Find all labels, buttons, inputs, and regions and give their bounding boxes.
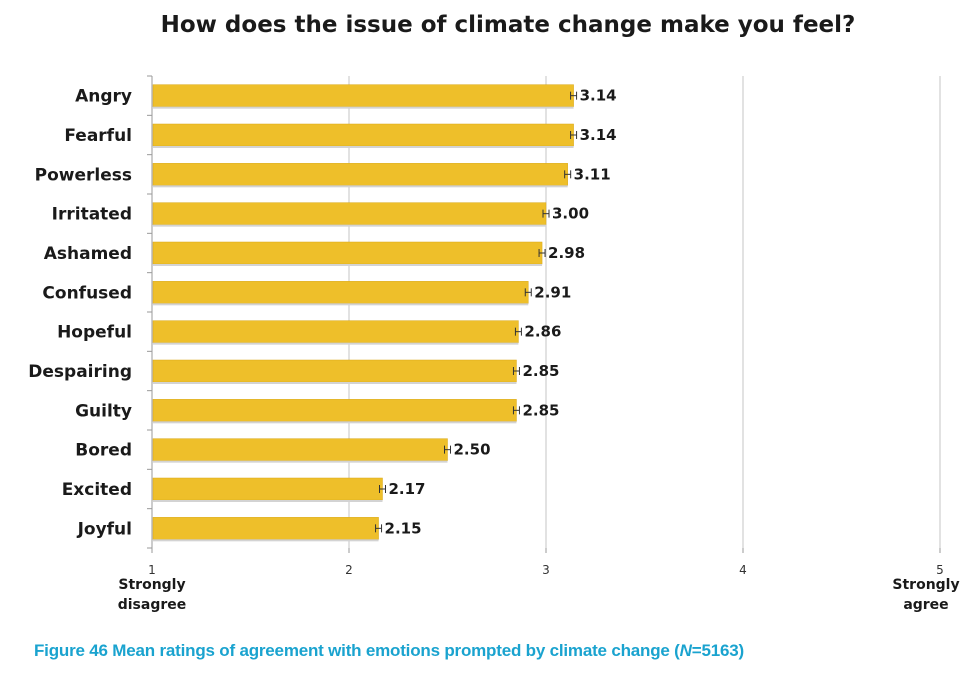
- chart-title: How does the issue of climate change mak…: [160, 12, 856, 38]
- error-bar: [512, 367, 520, 375]
- category-label: Irritated: [52, 205, 132, 225]
- x-tick-label: 5: [936, 563, 944, 577]
- bar-shadow: [153, 500, 383, 502]
- bar-shadow: [153, 342, 519, 345]
- figure-caption: Figure 46 Mean ratings of agreement with…: [34, 641, 744, 661]
- label-layer: 3.14 Angry 3.14 Fearful 3.11 Powerless 3.00 Irr…: [28, 87, 616, 540]
- value-label: 2.17: [388, 480, 425, 498]
- bar: [152, 163, 568, 186]
- error-bar: [538, 249, 546, 257]
- bar: [152, 241, 543, 265]
- bar: [152, 84, 574, 107]
- value-label: 2.86: [524, 323, 561, 341]
- bar: [152, 399, 517, 422]
- error-bar: [564, 170, 572, 179]
- error-bar: [375, 524, 383, 533]
- bar-shadow: [153, 382, 517, 384]
- bar: [152, 123, 574, 147]
- category-label: Guilty: [75, 401, 132, 421]
- error-bar: [378, 485, 386, 493]
- category-label: Joyful: [77, 519, 132, 539]
- value-label: 2.85: [522, 401, 559, 419]
- bar: [152, 517, 379, 540]
- category-label: Confused: [42, 283, 132, 303]
- bar: [152, 320, 519, 343]
- category-label: Bored: [75, 441, 132, 461]
- bar: [152, 281, 529, 304]
- category-label: Powerless: [35, 165, 132, 185]
- category-label: Excited: [62, 480, 132, 500]
- bar-shadow: [153, 106, 574, 109]
- error-bar: [514, 327, 522, 336]
- bar: [152, 477, 383, 501]
- bar-shadow: [153, 421, 517, 424]
- error-bar: [542, 209, 550, 218]
- category-label: Angry: [75, 87, 132, 107]
- x-tick-label: 4: [739, 563, 747, 577]
- category-label: Fearful: [64, 126, 132, 146]
- value-label: 3.14: [580, 87, 617, 105]
- error-bar: [570, 91, 578, 100]
- bar-shadow: [153, 303, 529, 306]
- value-label: 2.15: [385, 519, 422, 537]
- bar-shadow: [153, 460, 448, 463]
- bar-shadow: [153, 539, 379, 542]
- x-tick-label: 3: [542, 563, 550, 577]
- error-bar: [570, 131, 578, 139]
- category-label: Despairing: [28, 362, 132, 382]
- x-anchor-label-right: agree: [903, 597, 948, 613]
- bar-shadow: [153, 185, 568, 188]
- value-label: 2.85: [522, 362, 559, 380]
- bar: [152, 359, 517, 383]
- bar: [152, 438, 448, 461]
- value-label: 2.91: [534, 283, 571, 301]
- bar-shadow: [153, 224, 546, 227]
- category-label: Hopeful: [57, 323, 132, 343]
- x-tick-label: 2: [345, 563, 353, 577]
- error-bar: [512, 406, 520, 415]
- bar-shadow: [153, 264, 543, 266]
- x-anchor-label-left: Strongly: [118, 577, 185, 593]
- x-anchor-label-right: Strongly: [892, 577, 959, 593]
- x-anchor-label-left: disagree: [118, 597, 187, 613]
- x-tick-label: 1: [148, 563, 156, 577]
- value-label: 3.00: [552, 205, 589, 223]
- error-bar: [444, 445, 451, 454]
- bar-layer: [152, 84, 578, 542]
- caption-prefix: Figure 46 Mean ratings of agreement with…: [34, 641, 680, 660]
- caption-n-symbol: N: [679, 641, 692, 660]
- bar-shadow: [153, 146, 574, 148]
- value-label: 3.11: [574, 165, 611, 183]
- value-label: 3.14: [580, 126, 617, 144]
- error-bar: [524, 288, 532, 297]
- bar: [152, 202, 547, 225]
- value-label: 2.50: [454, 441, 491, 459]
- category-label: Ashamed: [44, 244, 132, 264]
- caption-suffix: =5163): [691, 641, 744, 660]
- value-label: 2.98: [548, 244, 585, 262]
